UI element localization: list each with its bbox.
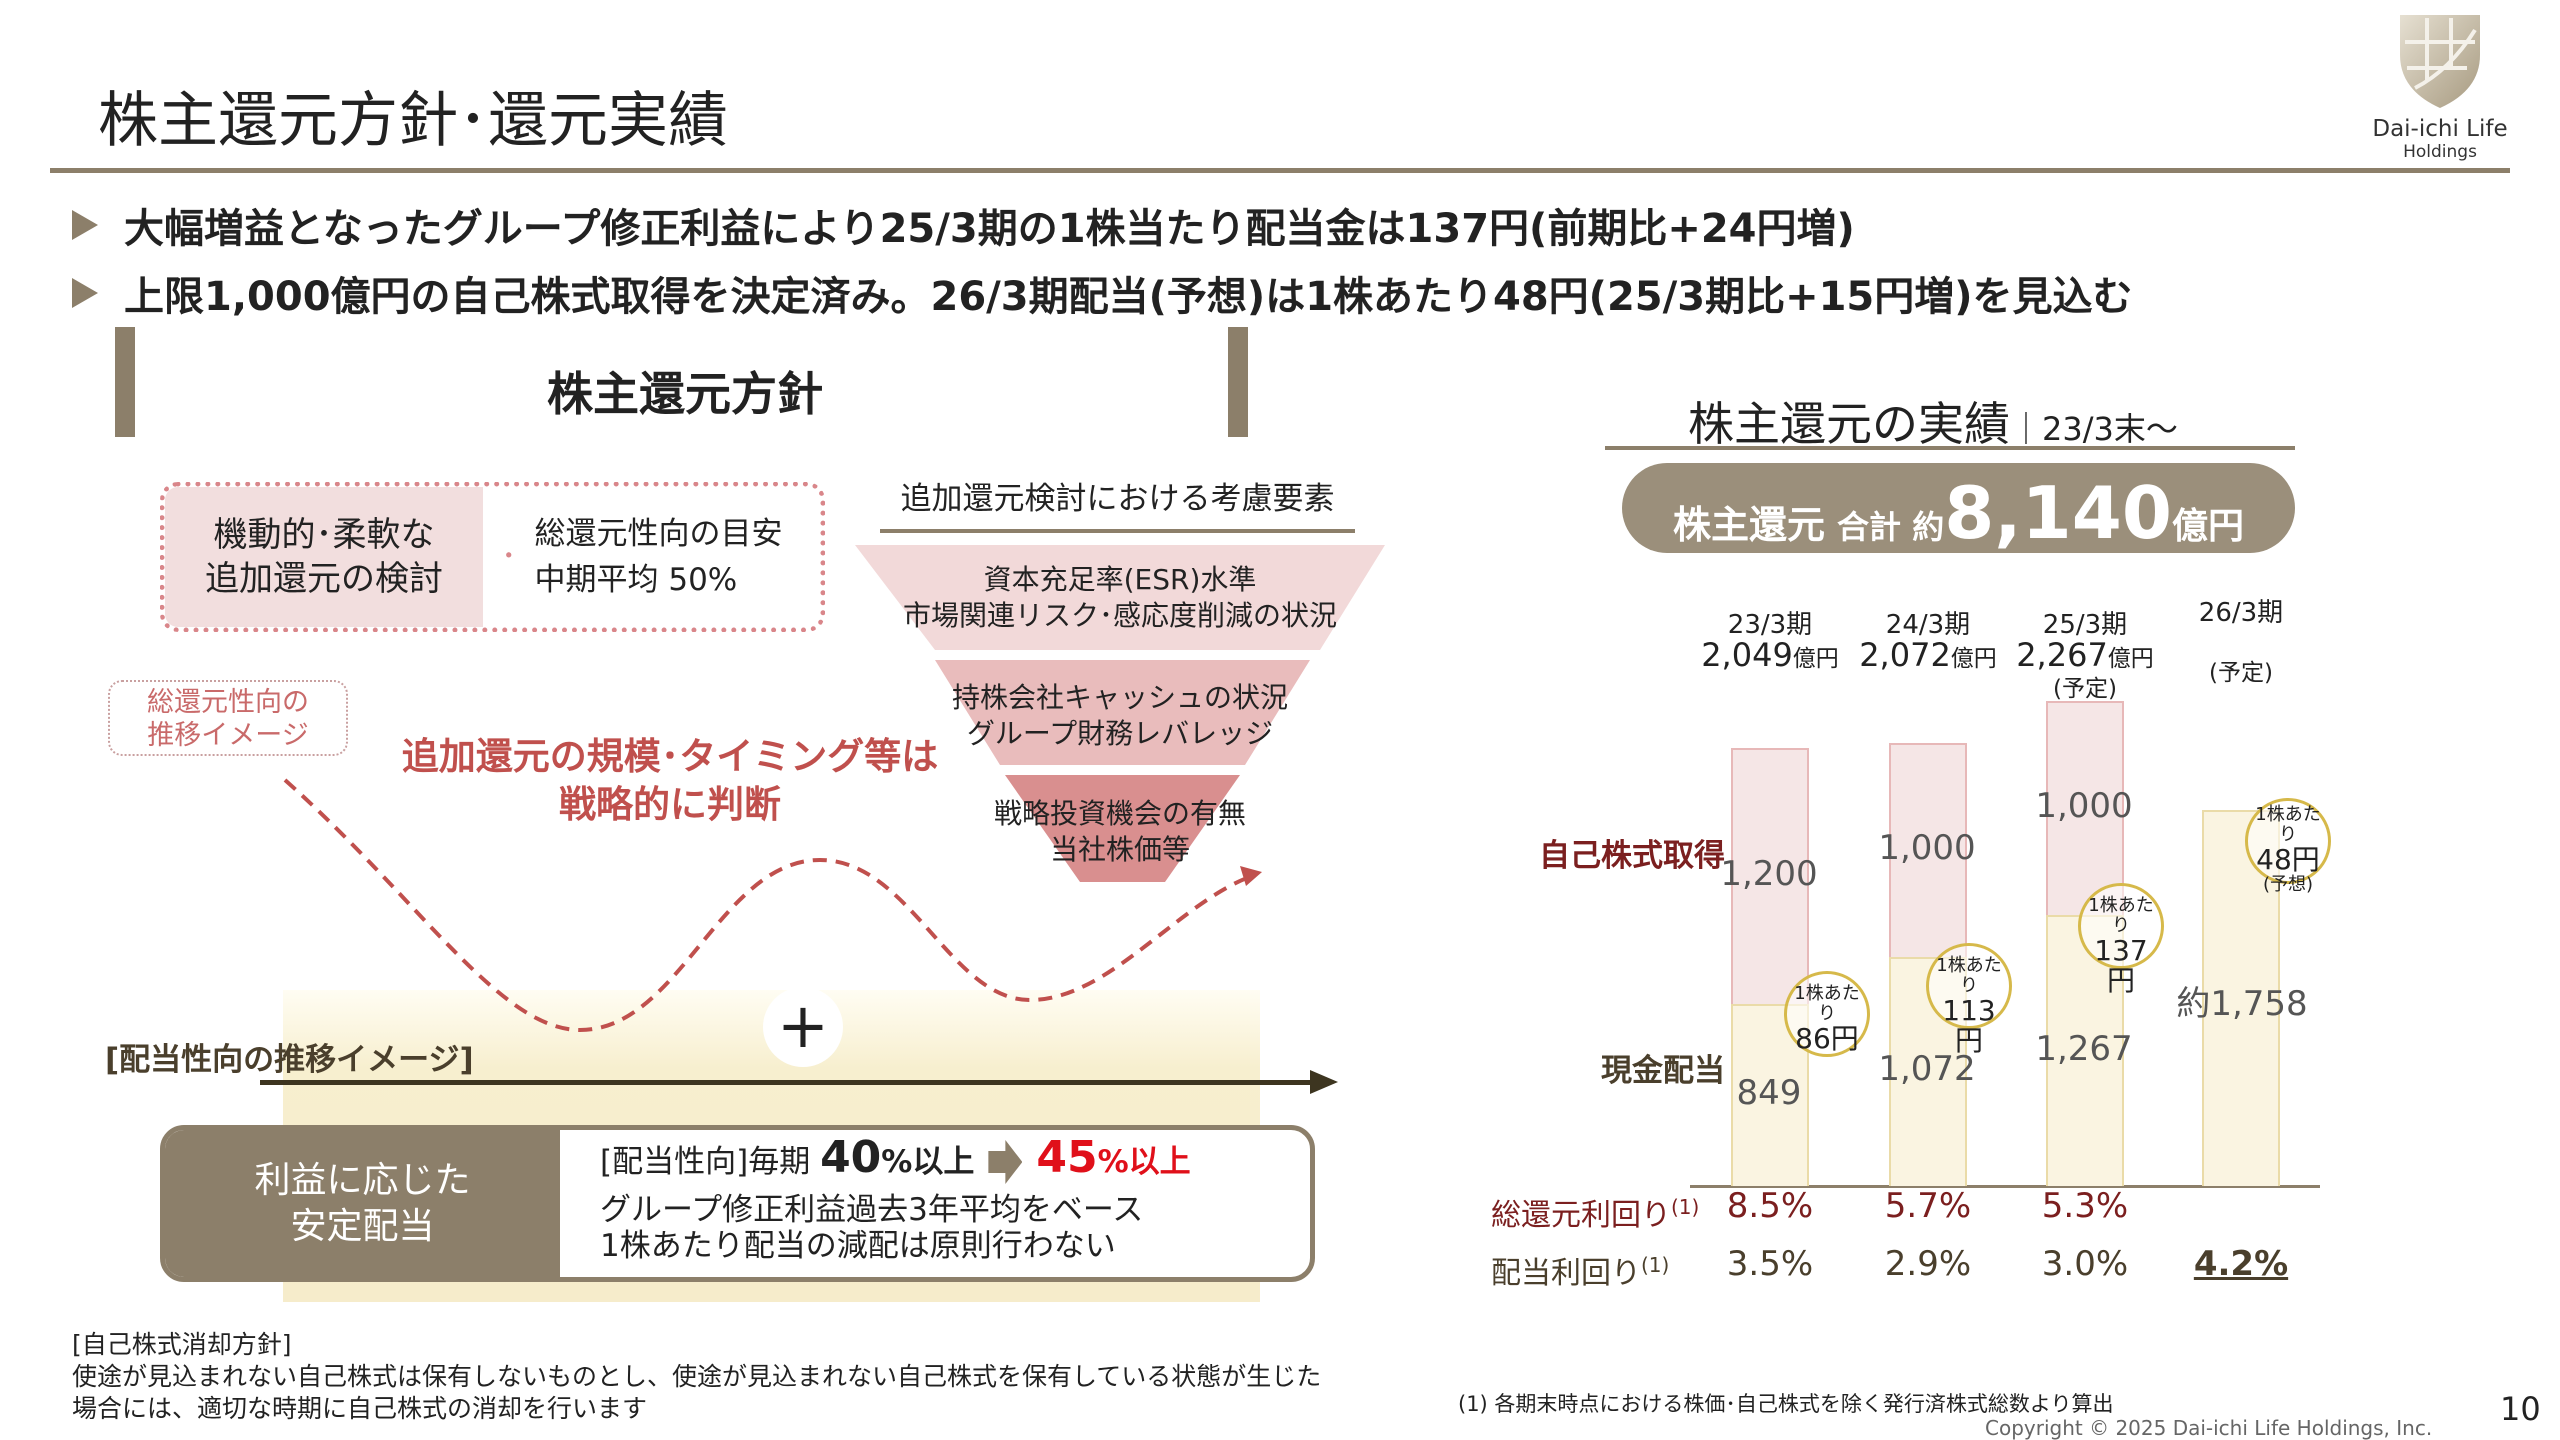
yield-value: 2.9% bbox=[1884, 1244, 1972, 1284]
copyright: Copyright © 2025 Dai-ichi Life Holdings,… bbox=[1985, 1416, 2433, 1440]
cancellation-policy-title: [自己株式消却方針] bbox=[72, 1330, 292, 1359]
dividend-per-share-badge: 1株あたり 48円 (予想) bbox=[2245, 798, 2331, 895]
policy-heading: 株主還元方針 bbox=[547, 367, 823, 421]
section-bar-right bbox=[1228, 327, 1248, 437]
period-total bbox=[2156, 628, 2326, 658]
trend-curve bbox=[283, 778, 1262, 1033]
plus-icon: + bbox=[763, 987, 843, 1067]
yield-value: 3.0% bbox=[2041, 1244, 2129, 1284]
section-bar-left bbox=[115, 327, 135, 437]
funnel-level-3 bbox=[1005, 775, 1240, 882]
period-name: 23/3期 bbox=[1727, 610, 1813, 640]
bullet-2: 上限1,000億円の自己株式取得を決定済み。26/3期配当(予想)は1株あたり4… bbox=[72, 264, 2133, 322]
triangle-bullet-icon bbox=[72, 210, 98, 240]
period-label: 23/3期 2,049億円 bbox=[1685, 610, 1855, 674]
funnel-diagram bbox=[855, 545, 1385, 882]
total-return-badge: 株主還元 合計 約 8,140 億円 bbox=[1622, 463, 2295, 555]
bar-buyback bbox=[1731, 747, 1809, 1005]
bar-dividend bbox=[1731, 1004, 1809, 1186]
stable-dividend-box: 利益に応じた 安定配当 [配当性向]毎期 40 %以上 45 %以上 グループ修正利益過… bbox=[160, 1125, 1315, 1282]
strategic-message: 追加還元の規模･タイミング等は 戦略的に判断 bbox=[401, 735, 939, 826]
period-name: 25/3期 bbox=[2042, 610, 2128, 640]
bar-dividend bbox=[1889, 956, 1967, 1186]
arrow-right-icon bbox=[988, 1140, 1023, 1184]
period-total: 2,072億円 bbox=[1859, 636, 1997, 674]
triangle-bullet-icon bbox=[72, 278, 98, 308]
yield-value: 5.3% bbox=[2041, 1186, 2129, 1226]
x-axis-baseline bbox=[1690, 1185, 2320, 1188]
dividend-per-share-badge: 1株あたり 86円 bbox=[1784, 971, 1870, 1057]
funnel-text-3: 戦略投資機会の有無 当社株価等 bbox=[993, 797, 1246, 866]
funnel-text-1: 資本充足率(ESR)水準 市場関連リスク･感応度削減の状況 bbox=[902, 563, 1337, 632]
period-note: (予定) bbox=[2209, 660, 2273, 686]
segment-label: 1,000 bbox=[2035, 786, 2133, 827]
funnel-title: 追加還元検討における考慮要素 bbox=[900, 481, 1335, 517]
segment-label: 1,200 bbox=[1720, 854, 1818, 895]
company-logo: Dai-ichi Life Holdings bbox=[2340, 10, 2540, 165]
period-name: 24/3期 bbox=[1885, 610, 1971, 640]
yield-value: 4.2% bbox=[2193, 1244, 2289, 1284]
legend-cash-dividend: 現金配当 bbox=[1601, 1053, 1725, 1089]
yield-value: 8.5% bbox=[1726, 1186, 1814, 1226]
page-number: 10 bbox=[2500, 1390, 2541, 1428]
period-name: 26/3期 bbox=[2198, 598, 2284, 628]
results-underline bbox=[1605, 446, 2295, 450]
segment-label: 1,072 bbox=[1878, 1049, 1976, 1090]
funnel-text-2: 持株会社キャッシュの状況 グループ財務レバレッジ bbox=[951, 681, 1288, 750]
yield-value: 5.7% bbox=[1884, 1186, 1972, 1226]
yield-value: 3.5% bbox=[1726, 1244, 1814, 1284]
bar-buyback bbox=[2046, 701, 2124, 916]
segment-label: 849 bbox=[1736, 1073, 1802, 1114]
page-title: 株主還元方針･還元実績 bbox=[98, 86, 728, 156]
period-label: 24/3期 2,072億円 bbox=[1843, 610, 2013, 674]
bar-dividend bbox=[2046, 915, 2124, 1186]
period-label: 26/3期 (予定) bbox=[2156, 598, 2326, 688]
yield-row-label: 配当利回り(1) bbox=[1491, 1253, 1670, 1291]
curve-arrowhead-icon bbox=[1240, 866, 1262, 886]
bullet-1: 大幅増益となったグループ修正利益により25/3期の1株当たり配当金は137円(前… bbox=[72, 196, 1855, 254]
funnel-title-underline bbox=[880, 529, 1355, 533]
cancellation-policy-line: 場合には、適切な時期に自己株式の消却を行います bbox=[72, 1394, 648, 1423]
time-axis bbox=[260, 1080, 1320, 1085]
period-total: 2,267億円 bbox=[2016, 636, 2154, 674]
footnote: (1) 各期末時点における株価･自己株式を除く発行済株式総数より算出 bbox=[1458, 1392, 2114, 1416]
funnel-level-1 bbox=[855, 545, 1385, 650]
segment-label: 1,267 bbox=[2035, 1028, 2133, 1069]
dividend-per-share-badge: 1株あたり 113円 bbox=[1926, 943, 2012, 1056]
yield-row-label: 総還元利回り(1) bbox=[1491, 1195, 1700, 1233]
axis-arrow-icon bbox=[1310, 1070, 1338, 1094]
payout-trend-label: [配当性向の推移イメージ] bbox=[105, 1042, 474, 1078]
trend-label: 総還元性向の 推移イメージ bbox=[108, 680, 348, 756]
period-note: (予定) bbox=[2053, 676, 2117, 702]
title-divider bbox=[50, 168, 2510, 173]
bar-buyback bbox=[1889, 743, 1967, 957]
bar-dividend bbox=[2202, 810, 2280, 1186]
legend-buyback: 自己株式取得 bbox=[1539, 838, 1725, 874]
cancellation-policy-line: 使途が見込まれない自己株式は保有しないものとし、使途が見込まれない自己株式を保有… bbox=[72, 1362, 1322, 1391]
period-label: 25/3期 2,267億円 (予定) bbox=[2000, 610, 2170, 704]
period-total: 2,049億円 bbox=[1701, 636, 1839, 674]
funnel-level-2 bbox=[935, 660, 1310, 765]
flexible-return-box: 機動的･柔軟な 追加還元の検討 ･総還元性向の目安 中期平均 50% bbox=[160, 482, 825, 632]
results-title: 株主還元の実績｜23/3末～ bbox=[1688, 397, 2178, 451]
segment-label: 約1,758 bbox=[2176, 984, 2308, 1025]
segment-label: 1,000 bbox=[1878, 827, 1976, 868]
dividend-per-share-badge: 1株あたり 137円 bbox=[2078, 883, 2164, 996]
shield-icon bbox=[2400, 15, 2480, 108]
